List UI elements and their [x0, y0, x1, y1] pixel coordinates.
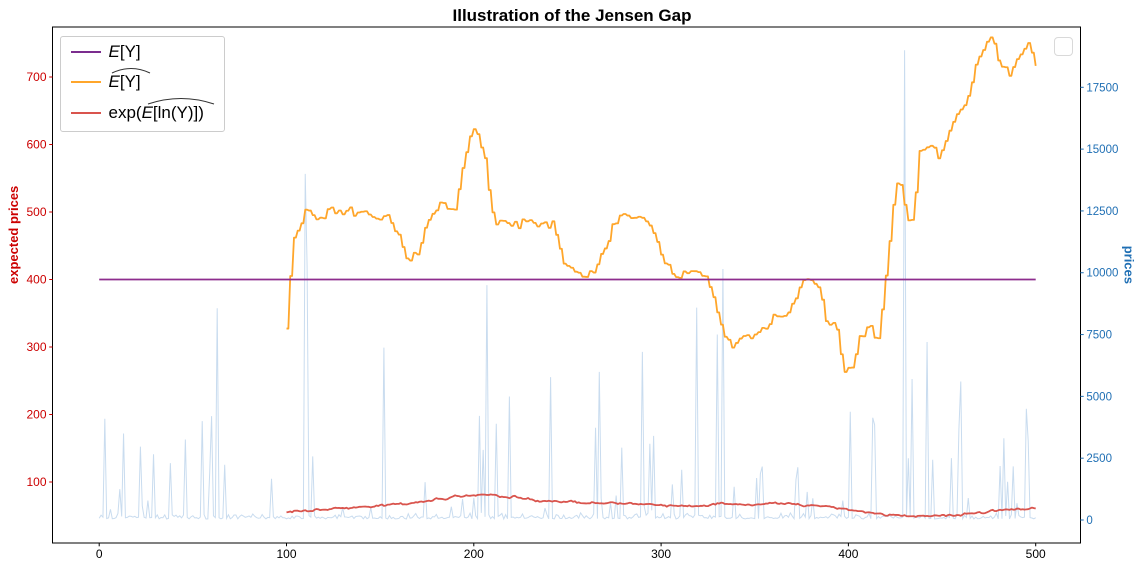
- svg-text:7500: 7500: [1086, 330, 1112, 342]
- svg-text:100: 100: [26, 475, 46, 489]
- svg-text:0: 0: [1086, 515, 1092, 527]
- svg-text:0: 0: [96, 547, 103, 561]
- svg-text:100: 100: [276, 547, 296, 561]
- svg-text:12500: 12500: [1086, 206, 1118, 218]
- svg-text:400: 400: [26, 273, 46, 287]
- svg-text:15000: 15000: [1086, 144, 1118, 156]
- svg-text:2500: 2500: [1086, 453, 1112, 465]
- svg-text:500: 500: [1026, 547, 1046, 561]
- svg-text:200: 200: [26, 408, 46, 422]
- svg-text:400: 400: [838, 547, 858, 561]
- svg-text:700: 700: [26, 70, 46, 84]
- svg-text:200: 200: [464, 547, 484, 561]
- svg-text:300: 300: [26, 340, 46, 354]
- svg-text:17500: 17500: [1086, 82, 1118, 94]
- svg-text:10000: 10000: [1086, 268, 1118, 280]
- svg-text:5000: 5000: [1086, 391, 1112, 403]
- svg-text:600: 600: [26, 138, 46, 152]
- svg-text:500: 500: [26, 205, 46, 219]
- svg-text:300: 300: [651, 547, 671, 561]
